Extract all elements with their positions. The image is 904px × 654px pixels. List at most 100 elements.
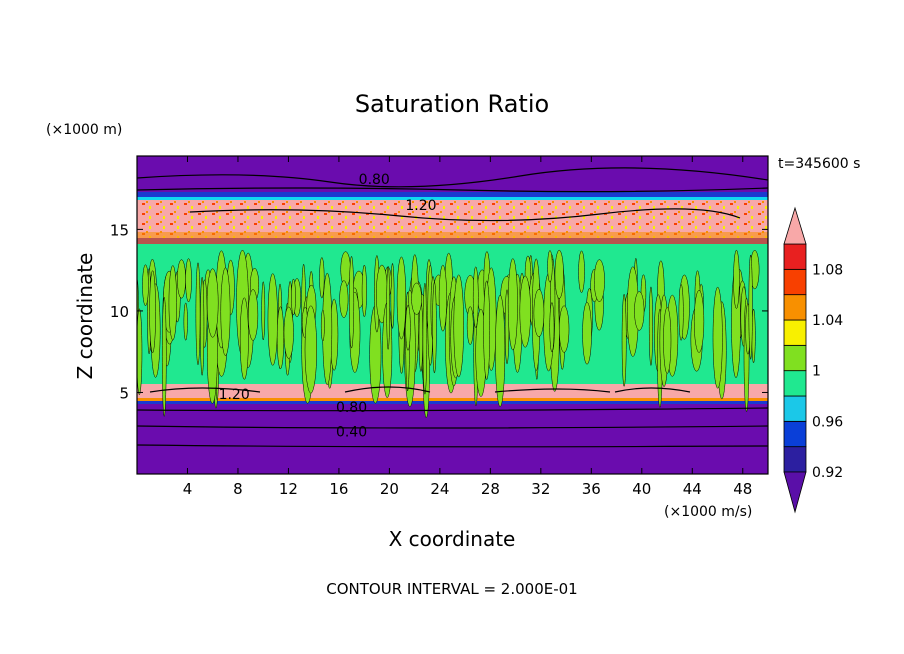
contour-label: 1.20 [405, 198, 436, 214]
lime-streak [220, 267, 231, 356]
y-tick-label: 5 [119, 384, 129, 402]
colorbar-bin [783, 319, 807, 346]
lime-streak [748, 254, 753, 360]
lime-streak [195, 262, 201, 365]
lime-streak [712, 286, 723, 389]
x-axis-title: X coordinate [389, 527, 516, 551]
lime-streak [438, 264, 447, 332]
lime-streak [678, 283, 684, 341]
plot-field [137, 156, 768, 474]
lime-streak [161, 296, 167, 417]
lime-streak [319, 257, 325, 299]
colorbar-bin [783, 370, 807, 397]
lime-streak [142, 264, 149, 306]
lime-streak [558, 305, 570, 353]
lime-streak [483, 280, 491, 380]
y-tick-label: 10 [110, 303, 129, 321]
lime-streak [206, 268, 219, 338]
colorbar-bin [783, 344, 807, 372]
lime-streak [339, 280, 349, 318]
lime-streak [582, 302, 592, 365]
lime-streak [549, 302, 555, 353]
y-axis-title: Z coordinate [73, 253, 97, 380]
lime-streak [261, 281, 266, 341]
lime-streak [276, 306, 285, 370]
colorbar-bin [783, 420, 807, 448]
contour-label: 1.20 [219, 387, 250, 403]
y-ticks: 5 10 15 [110, 221, 768, 402]
colorbar-label: 1 [812, 364, 821, 380]
lime-streak [267, 273, 278, 366]
x-tick-label: 44 [683, 480, 702, 498]
lime-streaks [137, 249, 760, 419]
lime-streak [291, 278, 296, 316]
lime-streak [453, 274, 464, 378]
lime-streak [472, 266, 479, 329]
lime-streak [386, 266, 390, 350]
lime-streak [495, 294, 506, 407]
lime-streak [320, 309, 325, 342]
lime-streak [733, 249, 740, 309]
plot-frame [136, 155, 769, 475]
x-tick-label: 4 [183, 480, 193, 498]
x-tick-label: 16 [329, 480, 348, 498]
contour-labels: 0.80 1.20 1.20 0.80 0.40 [219, 172, 437, 441]
colorbar-max-arrow [783, 206, 807, 245]
lime-streak [693, 290, 705, 353]
contour-lines [137, 167, 768, 448]
x-tick-label: 20 [380, 480, 399, 498]
y-tick-label: 15 [110, 221, 129, 239]
lime-streak [507, 258, 518, 351]
lime-streak [247, 289, 259, 341]
colorbar-label: 1.08 [812, 262, 843, 278]
x-tick-label: 36 [582, 480, 601, 498]
lime-streak [137, 308, 143, 395]
x-tick-label: 28 [481, 480, 500, 498]
lime-streak [200, 276, 205, 376]
colorbar-label: 0.92 [812, 465, 843, 481]
lime-streak [185, 258, 192, 303]
lime-streak [621, 293, 627, 387]
lime-streak [177, 259, 186, 299]
y-unit-label: (×1000 m) [46, 122, 122, 138]
lime-streak [554, 249, 564, 299]
lime-streak [418, 301, 424, 372]
colorbar-bin [783, 243, 807, 270]
lime-streak [533, 289, 545, 338]
contour-interval-note: CONTOUR INTERVAL = 2.000E-01 [326, 580, 577, 598]
x-tick-label: 12 [279, 480, 298, 498]
lime-streak [405, 304, 411, 351]
lime-streak [361, 264, 367, 318]
lime-streak [648, 286, 653, 366]
contour-label: 0.40 [336, 425, 367, 441]
x-tick-label: 8 [233, 480, 243, 498]
lime-streak [183, 302, 188, 341]
lime-streak [663, 306, 672, 374]
lime-streak [149, 270, 156, 354]
colorbar-label: 0.96 [812, 414, 843, 430]
colorbar-bin [783, 446, 807, 473]
lime-streak [348, 256, 355, 349]
lime-streak [411, 282, 422, 315]
lime-streak [239, 297, 249, 380]
x-tick-label: 24 [430, 480, 449, 498]
lime-streak [283, 306, 294, 359]
contour-label: 0.80 [336, 400, 367, 416]
lime-streak [547, 250, 553, 283]
lime-streak [519, 275, 531, 348]
colorbar-label: 1.04 [812, 313, 843, 329]
lime-streak [578, 250, 585, 293]
lime-streak [396, 256, 407, 340]
lime-streak [593, 259, 605, 302]
x-tick-label: 40 [632, 480, 651, 498]
colorbar: 0.92 0.96 1 1.04 1.08 [783, 206, 843, 514]
colorbar-bin [783, 294, 807, 321]
time-label: t=345600 s [778, 156, 860, 172]
x-tick-label: 48 [733, 480, 752, 498]
x-ticks: 4 8 12 16 20 24 28 32 36 40 44 48 [183, 156, 752, 498]
colorbar-bin [783, 268, 807, 296]
chart-title: Saturation Ratio [355, 90, 549, 118]
colorbar-min-arrow [783, 471, 807, 514]
x-unit-label: (×1000 m/s) [664, 504, 752, 520]
